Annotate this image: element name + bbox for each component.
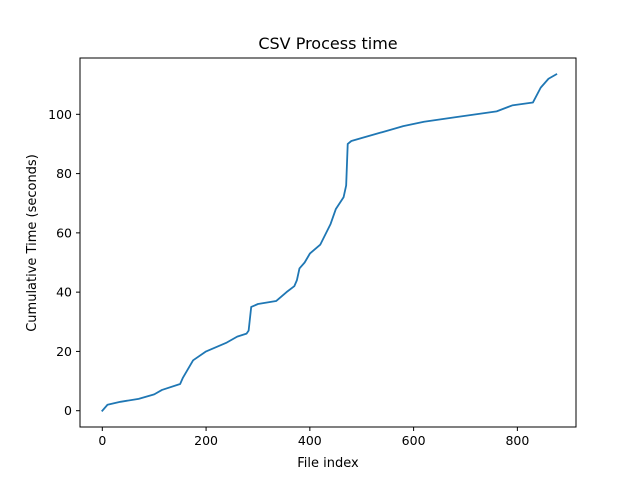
x-tick-label: 800 — [505, 433, 529, 448]
x-tick-label: 200 — [194, 433, 218, 448]
x-axis-label: File index — [297, 456, 359, 471]
chart-title: CSV Process time — [258, 34, 397, 53]
y-axis-label: Cumulative Time (seconds) — [25, 154, 40, 332]
axes: 0 200 400 600 800 0 20 40 60 80 100 — [48, 57, 577, 448]
axes-frame — [79, 57, 577, 428]
plot-area — [101, 73, 558, 412]
y-tick-label: 60 — [56, 225, 72, 240]
y-tick-label: 20 — [56, 344, 72, 359]
y-tick-label: 0 — [64, 403, 72, 418]
y-tick-label: 100 — [48, 107, 72, 122]
series-line-0 — [101, 73, 558, 412]
x-tick-label: 400 — [298, 433, 322, 448]
x-tick-label: 0 — [98, 433, 106, 448]
y-tick-label: 80 — [56, 166, 72, 181]
x-tick-label: 600 — [402, 433, 426, 448]
y-tick-label: 40 — [56, 285, 72, 300]
